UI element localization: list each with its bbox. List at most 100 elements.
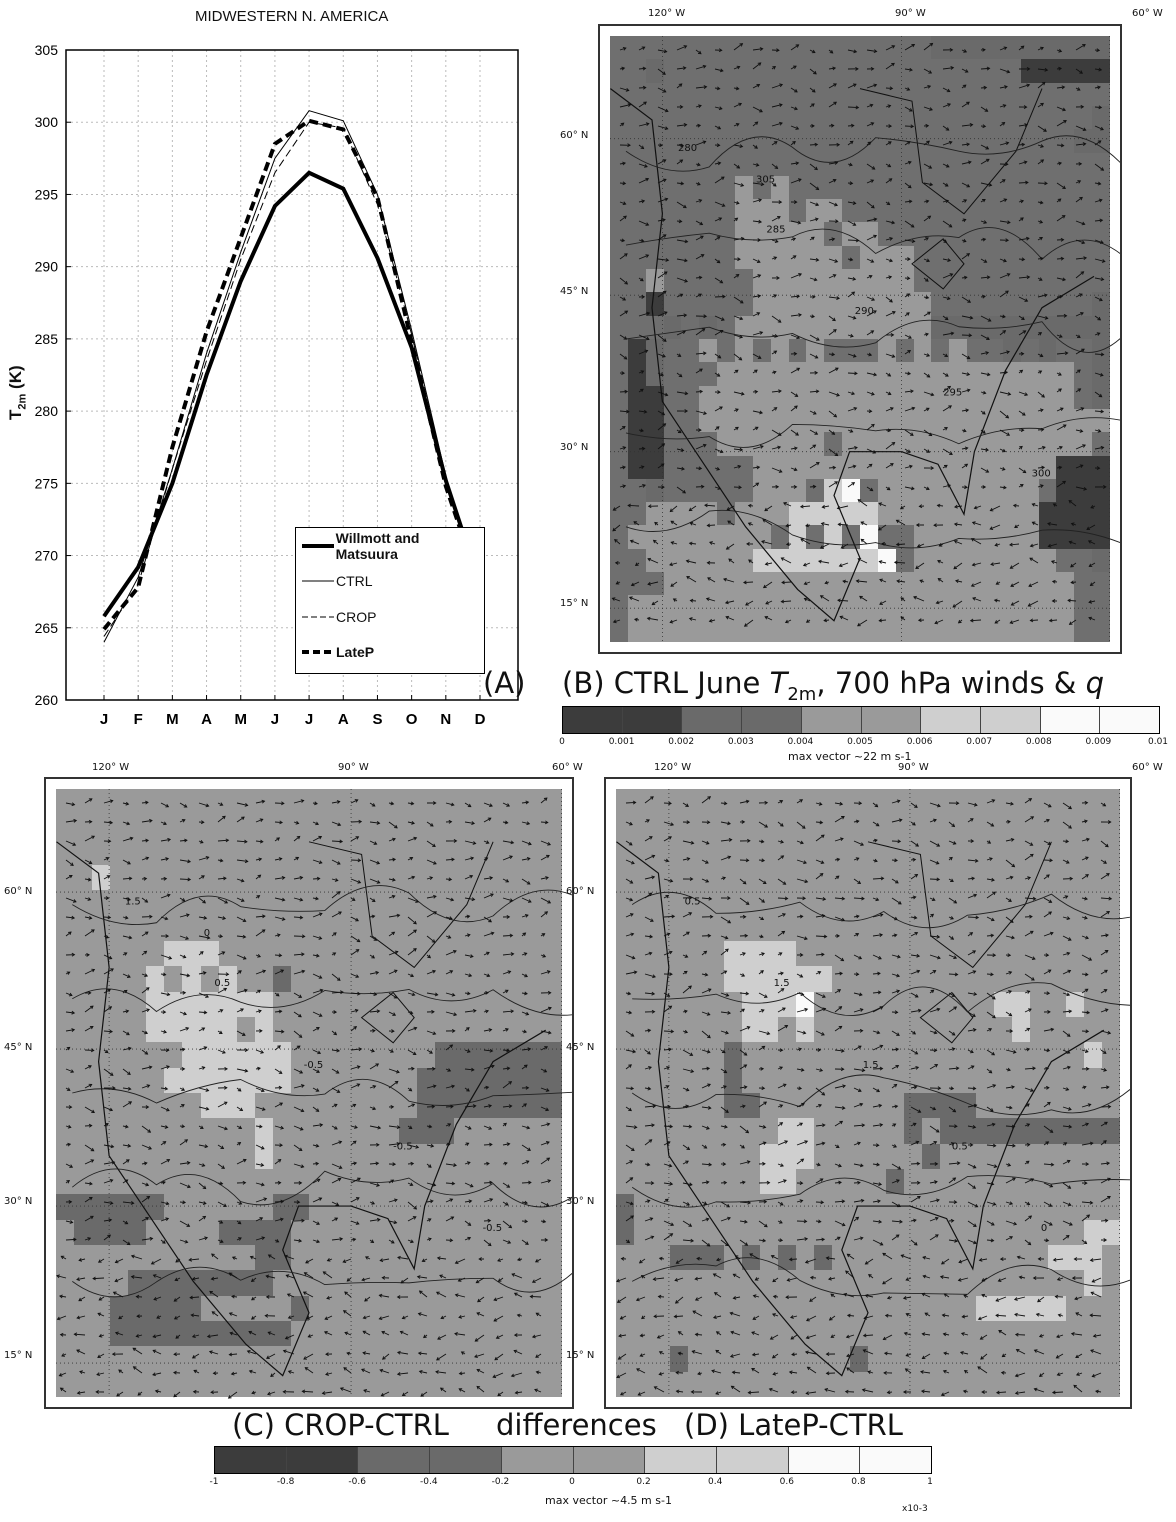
- wind-arrow-head: [622, 181, 627, 186]
- wind-arrow-head: [356, 1083, 361, 1087]
- wind-arrow-head: [485, 1009, 489, 1014]
- wind-arrow: [483, 973, 490, 977]
- wind-arrow: [74, 1333, 86, 1336]
- wind-arrow: [619, 353, 628, 360]
- wind-arrow: [804, 581, 811, 585]
- wind-arrow-head: [112, 1086, 116, 1090]
- wind-arrow-head: [76, 1315, 81, 1320]
- wind-arrow-head: [92, 1276, 96, 1281]
- legend-item-crop: CROP: [302, 607, 376, 627]
- wind-arrow: [923, 353, 930, 357]
- wind-arrow-head: [1031, 521, 1036, 526]
- field-cell: [967, 478, 985, 503]
- wind-arrow-head: [91, 929, 95, 933]
- wind-arrow: [1010, 581, 1020, 587]
- field-cell: [788, 292, 807, 316]
- xtick-label: M: [234, 711, 247, 728]
- wind-arrow: [1037, 315, 1048, 319]
- wind-arrow: [198, 1066, 205, 1070]
- wind-arrow-head: [545, 876, 549, 880]
- field-cell: [1002, 525, 1021, 549]
- wind-arrow-head: [842, 579, 847, 584]
- wind-arrow-head: [450, 802, 455, 807]
- field-cell: [752, 572, 771, 596]
- field-cell: [417, 1245, 436, 1271]
- field-cell: [417, 1017, 436, 1043]
- wind-arrow-head: [71, 1028, 76, 1032]
- wind-arrow: [612, 524, 621, 532]
- wind-arrow: [179, 1139, 188, 1146]
- wind-arrow: [190, 1296, 200, 1299]
- field-cell: [453, 1295, 472, 1321]
- wind-arrow-head: [873, 217, 878, 222]
- wind-arrow-head: [489, 1048, 494, 1053]
- wind-arrow-head: [812, 484, 817, 489]
- wind-arrow-head: [542, 1219, 547, 1224]
- field-cell: [913, 432, 932, 456]
- wind-arrow-head: [868, 352, 873, 357]
- wind-arrow-head: [223, 1101, 228, 1106]
- field-cell: [663, 245, 682, 270]
- field-cell: [507, 1118, 526, 1144]
- field-cell: [1092, 572, 1110, 596]
- wind-arrow: [388, 1011, 396, 1016]
- field-cell: [56, 1321, 75, 1347]
- wind-arrow: [809, 182, 819, 190]
- wind-arrow-head: [504, 820, 509, 825]
- wind-arrow-head: [947, 483, 951, 488]
- wind-arrow-head: [837, 522, 842, 527]
- wind-arrow-head: [989, 526, 994, 530]
- wind-arrow: [57, 1315, 67, 1320]
- wind-arrow-head: [123, 952, 128, 956]
- field-cell: [381, 789, 400, 815]
- wind-arrow: [407, 929, 417, 937]
- wind-arrow: [369, 1010, 380, 1013]
- contour-line: [72, 1168, 572, 1208]
- wind-arrow-head: [524, 991, 528, 996]
- wind-arrow-head: [162, 972, 167, 977]
- wind-arrow: [657, 258, 669, 261]
- wind-arrow: [255, 840, 263, 843]
- wind-arrow: [809, 163, 818, 170]
- wind-arrow: [153, 1296, 162, 1301]
- wind-arrow-head: [662, 159, 667, 163]
- wind-arrow: [1037, 391, 1045, 398]
- xtick-label: A: [201, 711, 212, 728]
- wind-arrow-head: [356, 1065, 361, 1069]
- wind-arrow-head: [1076, 87, 1081, 91]
- wind-arrow: [999, 448, 1006, 452]
- field-cell: [308, 814, 328, 840]
- wind-arrow: [923, 215, 931, 222]
- field-cell: [842, 269, 860, 293]
- wind-arrow: [989, 524, 1001, 530]
- wind-arrow-head: [228, 1312, 233, 1316]
- wind-arrow: [61, 1255, 67, 1260]
- wind-arrow-head: [316, 1239, 321, 1244]
- wind-arrow-head: [181, 1047, 186, 1052]
- field-cell: [949, 129, 968, 153]
- wind-arrow: [131, 1276, 143, 1279]
- wind-arrow-head: [815, 389, 820, 394]
- field-cell: [1038, 82, 1057, 106]
- field-cell: [842, 478, 860, 503]
- field-cell: [308, 1093, 328, 1119]
- field-cell: [218, 966, 237, 992]
- wind-arrow: [828, 448, 838, 456]
- field-cell: [110, 1093, 129, 1119]
- wind-arrow-head: [889, 298, 893, 303]
- wind-arrow-head: [488, 1126, 493, 1130]
- field-cell: [1020, 222, 1039, 246]
- wind-arrow: [657, 68, 666, 75]
- wind-arrow: [896, 543, 906, 546]
- wind-arrow-head: [109, 1072, 114, 1076]
- wind-arrow: [179, 1239, 188, 1243]
- wind-arrow: [293, 1030, 302, 1038]
- wind-arrow: [426, 992, 438, 996]
- wind-arrow-head: [396, 1142, 401, 1146]
- contour-label: 0: [204, 928, 210, 939]
- wind-arrow-head: [372, 1028, 376, 1033]
- wind-arrow-head: [945, 164, 950, 168]
- wind-arrow-head: [982, 390, 987, 395]
- contour-label: -0.5: [304, 1060, 324, 1071]
- wind-arrow-head: [143, 876, 148, 881]
